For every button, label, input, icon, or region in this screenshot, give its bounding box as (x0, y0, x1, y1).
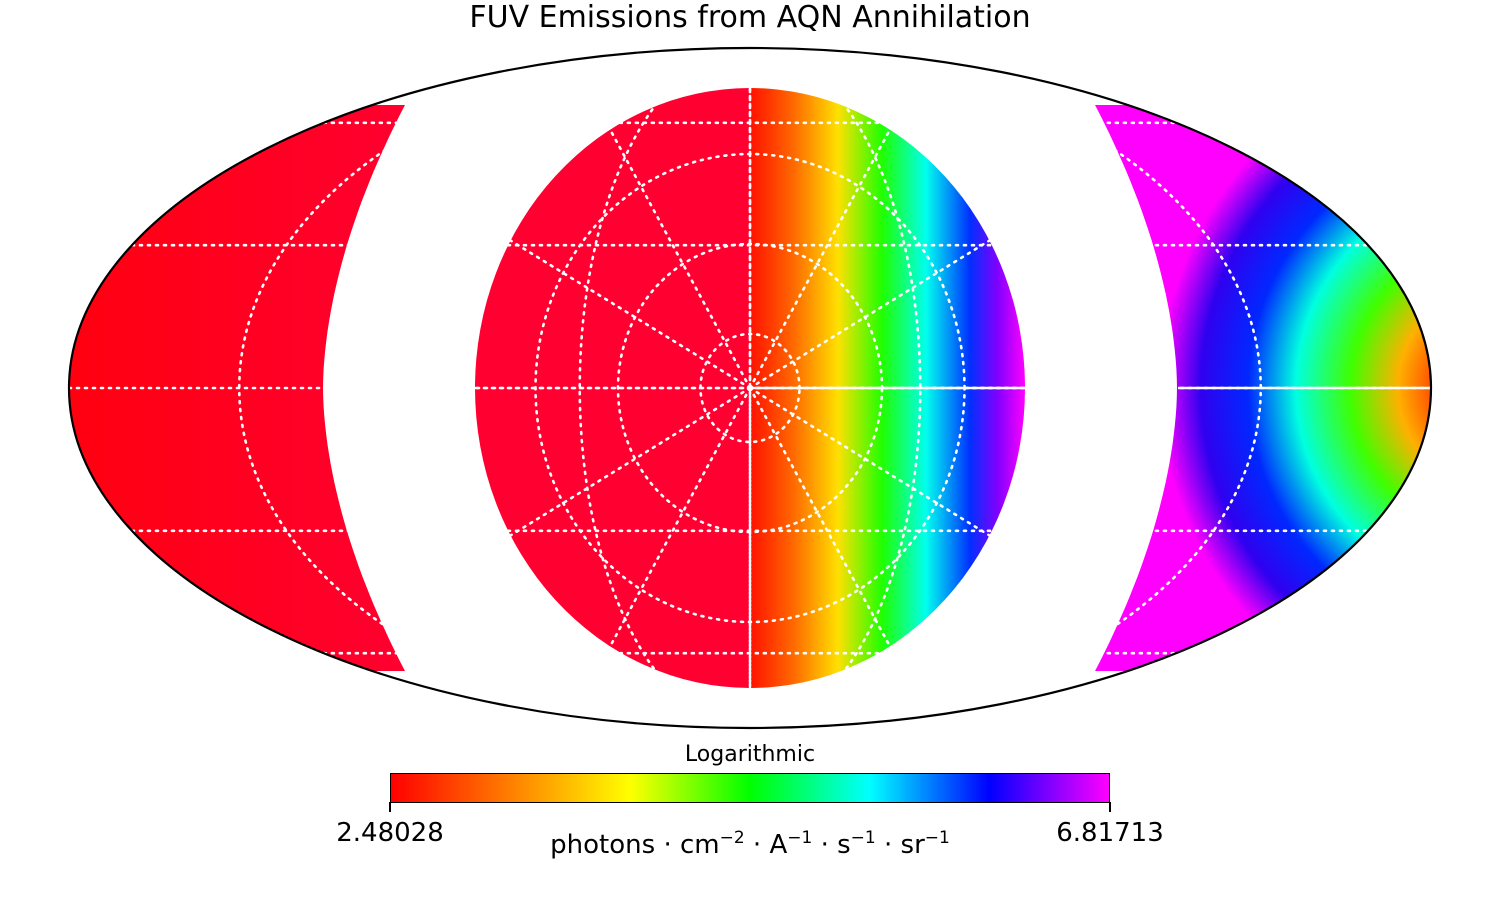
colorbar-unit-label: photons · cm−2 · A−1 · s−1 · sr−1 (500, 828, 1000, 860)
colorbar-max-label: 6.81713 (1056, 818, 1164, 848)
unit-exponent-2: −1 (850, 828, 876, 848)
colorbar-min-label: 2.48028 (336, 818, 444, 848)
unit-exponent-0: −2 (719, 828, 745, 848)
unit-exponent-1: −1 (787, 828, 813, 848)
chart-title: FUV Emissions from AQN Annihilation (469, 0, 1031, 35)
mollweide-map (67, 46, 1433, 730)
colorbar-scale-label: Logarithmic (684, 742, 816, 767)
unit-part-2: · s (812, 830, 851, 860)
unit-exponent-3: −1 (924, 828, 950, 848)
unit-part-1: · A (744, 830, 788, 860)
colorbar-max-tick (1109, 802, 1111, 812)
map-boundary (67, 46, 1433, 730)
unit-part-3: · sr (875, 830, 925, 860)
colorbar (390, 773, 1110, 803)
colorbar-min-tick (389, 802, 391, 812)
unit-part-0: photons · cm (550, 830, 720, 860)
